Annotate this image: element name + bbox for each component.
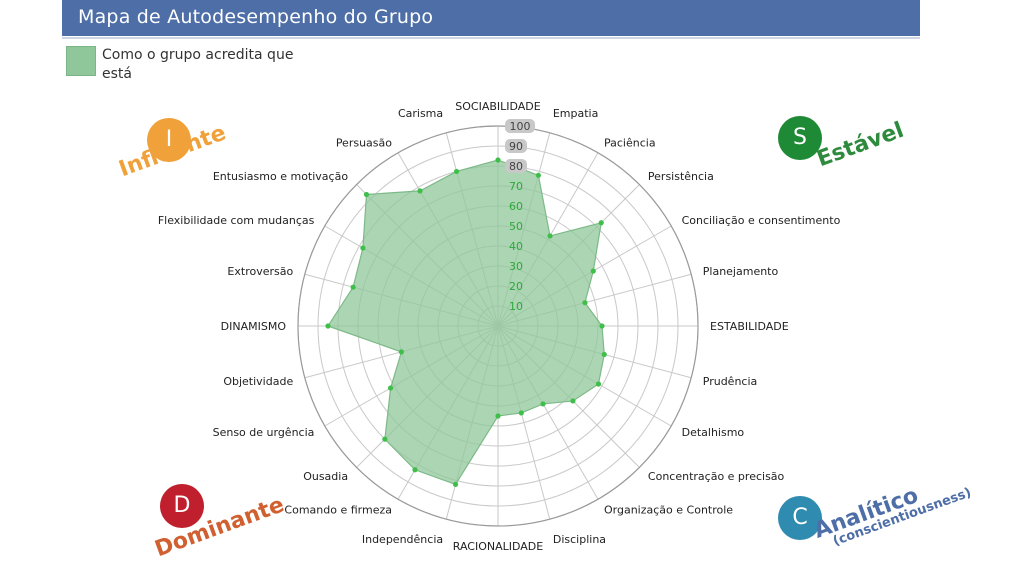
analitico-letter: C [792,505,808,530]
data-point [518,410,524,416]
tick-label: 90 [509,140,523,153]
tick-label: 10 [509,300,523,313]
tick-label: 30 [509,260,523,273]
category-label: Ousadia [303,470,348,483]
category-label: Prudência [703,375,758,388]
outer-ring [297,125,699,527]
data-point [595,381,602,387]
category-label: Concentração e precisão [648,470,785,483]
category-label: Extroversão [227,265,293,278]
series-area [327,159,605,486]
data-point [590,268,596,274]
tick-label: 40 [509,240,523,253]
data-point [360,245,366,251]
category-label: Paciência [604,136,656,149]
category-label: Planejamento [703,265,779,278]
data-point [570,398,576,404]
category-label: Carisma [398,107,443,120]
data-point [598,220,604,226]
legend-label: Como o grupo acredita que está [102,47,294,82]
category-label: Persistência [648,170,714,183]
tick-label: 70 [509,180,523,193]
category-label: ESTABILIDADE [710,320,789,333]
data-point [417,188,423,194]
category-label: Comando e firmeza [284,504,392,517]
data-point [540,401,546,407]
tick-label: 50 [509,220,523,233]
page-title: Mapa de Autodesempenho do Grupo [78,6,434,28]
data-point [495,157,501,163]
chart-legend: Como o grupo acredita que está [66,46,326,86]
dominante-letter: D [173,493,191,518]
tick-label-bg [505,119,535,133]
tick-label: 60 [509,200,523,213]
data-point [535,172,541,178]
data-point [453,168,460,175]
data-point [350,284,356,290]
data-point [382,436,388,442]
tick-label: 100 [510,120,531,133]
data-point [412,467,418,473]
tick-label-bg [505,159,527,173]
category-label: Senso de urgência [213,426,315,439]
data-point [601,351,607,358]
dominante-badge: D [160,484,204,528]
header-divider [62,37,920,39]
category-label: Conciliação e consentimento [682,214,841,227]
data-point [547,233,553,239]
influente-letter: I [165,127,173,152]
data-point [452,481,459,488]
category-label: Detalhismo [682,426,745,439]
category-label: Empatia [553,107,599,120]
category-label: Flexibilidade com mudanças [158,214,315,227]
data-point [325,323,331,329]
category-label: DINAMISMO [221,320,287,333]
category-label: Organização e Controle [604,504,733,517]
data-point [599,323,605,329]
influente-badge: I [147,118,191,162]
data-point [495,413,501,419]
category-label: RACIONALIDADE [453,540,544,553]
data-point [388,385,394,391]
analitico-badge: C [778,496,822,540]
estavel-badge: S [778,116,822,160]
category-label: Disciplina [553,533,606,546]
tick-label-bg [505,139,527,153]
data-point [582,300,588,306]
data-point [398,349,405,355]
category-label: Objetividade [223,375,293,388]
tick-label: 80 [509,160,523,173]
estavel-letter: S [793,125,807,150]
data-point [363,191,370,198]
legend-swatch [66,46,96,76]
category-label: SOCIABILIDADE [455,100,541,113]
category-label: Independência [362,533,443,546]
category-label: Persuasão [336,136,392,149]
category-label: Entusiasmo e motivação [213,170,349,183]
tick-label: 20 [509,280,523,293]
header-bar: Mapa de Autodesempenho do Grupo [62,0,920,36]
